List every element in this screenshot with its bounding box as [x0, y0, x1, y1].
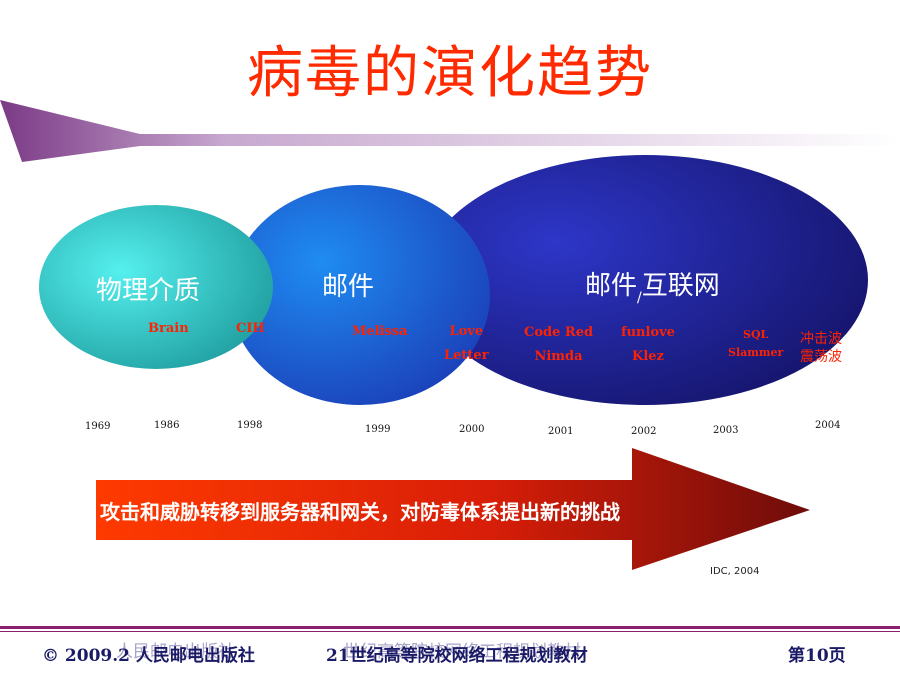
physical-media-label: 物理介质	[96, 276, 201, 306]
trend-arrow-text: 攻击和威胁转移到服务器和网关，对防毒体系提出新的挑战	[100, 500, 620, 524]
virus-code-red-nimda: Code Red Nimda	[524, 325, 594, 364]
footer-series-title: 21世纪高等院校网络工程规划教材	[326, 646, 588, 666]
virus-melissa: Melissa	[352, 324, 408, 339]
virus-cih: CIH	[236, 321, 265, 336]
year-label: 1969	[85, 421, 111, 432]
footer-ghost-text: 世纪高等院校网络工程规划教材	[343, 642, 581, 662]
email-internet-oval	[422, 155, 868, 405]
email-oval	[230, 185, 490, 405]
virus-love-letter: Love Letter	[444, 324, 489, 363]
year-label: 1998	[237, 420, 263, 431]
trend-arrow	[96, 448, 810, 570]
year-label: 1986	[154, 420, 180, 431]
footer-ghost-text: 人民邮电出版社	[116, 642, 235, 662]
physical-media-oval	[39, 205, 273, 369]
email-internet-label: 邮件/互联网	[585, 271, 720, 306]
footer-copyright: © 2009.2 人民邮电出版社	[42, 646, 255, 666]
page-title: 病毒的演化趋势	[247, 41, 653, 106]
year-label: 2004	[815, 420, 841, 431]
year-label: 2000	[459, 424, 485, 435]
source-citation: IDC, 2004	[710, 566, 760, 577]
footer-rule	[0, 626, 900, 629]
virus-sql-slammer: SQL Slammer	[728, 328, 784, 359]
year-label: 2003	[713, 425, 739, 436]
year-label: 1999	[365, 424, 391, 435]
year-label: 2001	[548, 426, 574, 437]
virus-funlove-klez: funlove Klez	[621, 325, 675, 364]
email-label: 邮件	[322, 272, 375, 302]
footer-rule-thin	[0, 631, 900, 632]
year-label: 2002	[631, 426, 657, 437]
footer-page-number: 第10页	[788, 646, 846, 666]
virus-shockwave: 冲击波 震荡波	[800, 331, 842, 365]
virus-brain: Brain	[148, 321, 189, 336]
